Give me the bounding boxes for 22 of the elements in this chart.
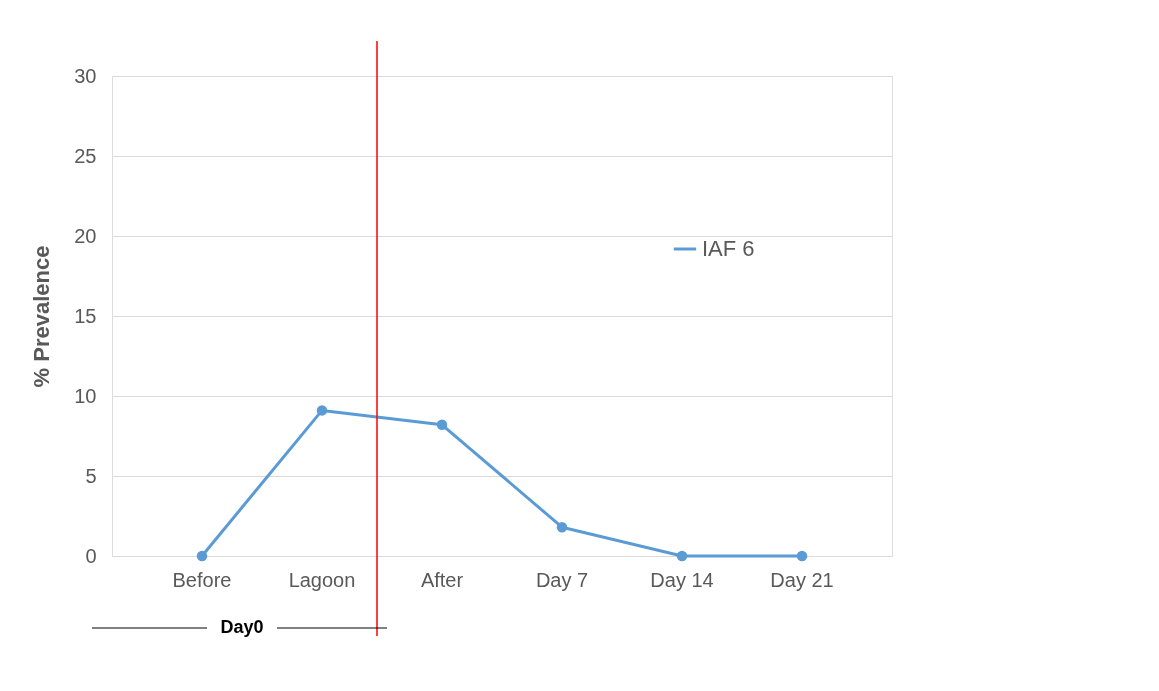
x-tick-label: Day 7 — [535, 568, 589, 591]
point — [556, 521, 568, 533]
y-tick-label: 15 — [74, 304, 97, 327]
y-tick-label: 10 — [74, 384, 97, 407]
legend-label: IAF 6 — [702, 236, 755, 261]
x-tick-label: Day 21 — [770, 568, 834, 591]
y-tick-label: 5 — [85, 464, 97, 487]
y-tick-label: 0 — [85, 544, 97, 567]
point — [436, 419, 448, 431]
x-tick-label: Before — [172, 568, 232, 591]
point — [316, 405, 328, 416]
y-tick-label: 20 — [74, 224, 97, 247]
point — [676, 550, 688, 562]
x-tick-label: After — [420, 568, 464, 591]
x-tick-label: Lagoon — [288, 568, 356, 591]
point — [796, 550, 808, 562]
y-tick-label: 25 — [74, 144, 97, 167]
x-tick-label: Day 14 — [650, 568, 714, 591]
text: Day0 — [220, 617, 264, 637]
y-tick-label: 30 — [74, 64, 97, 87]
y-axis-title: % Prevalence — [29, 245, 55, 388]
point — [196, 550, 208, 562]
